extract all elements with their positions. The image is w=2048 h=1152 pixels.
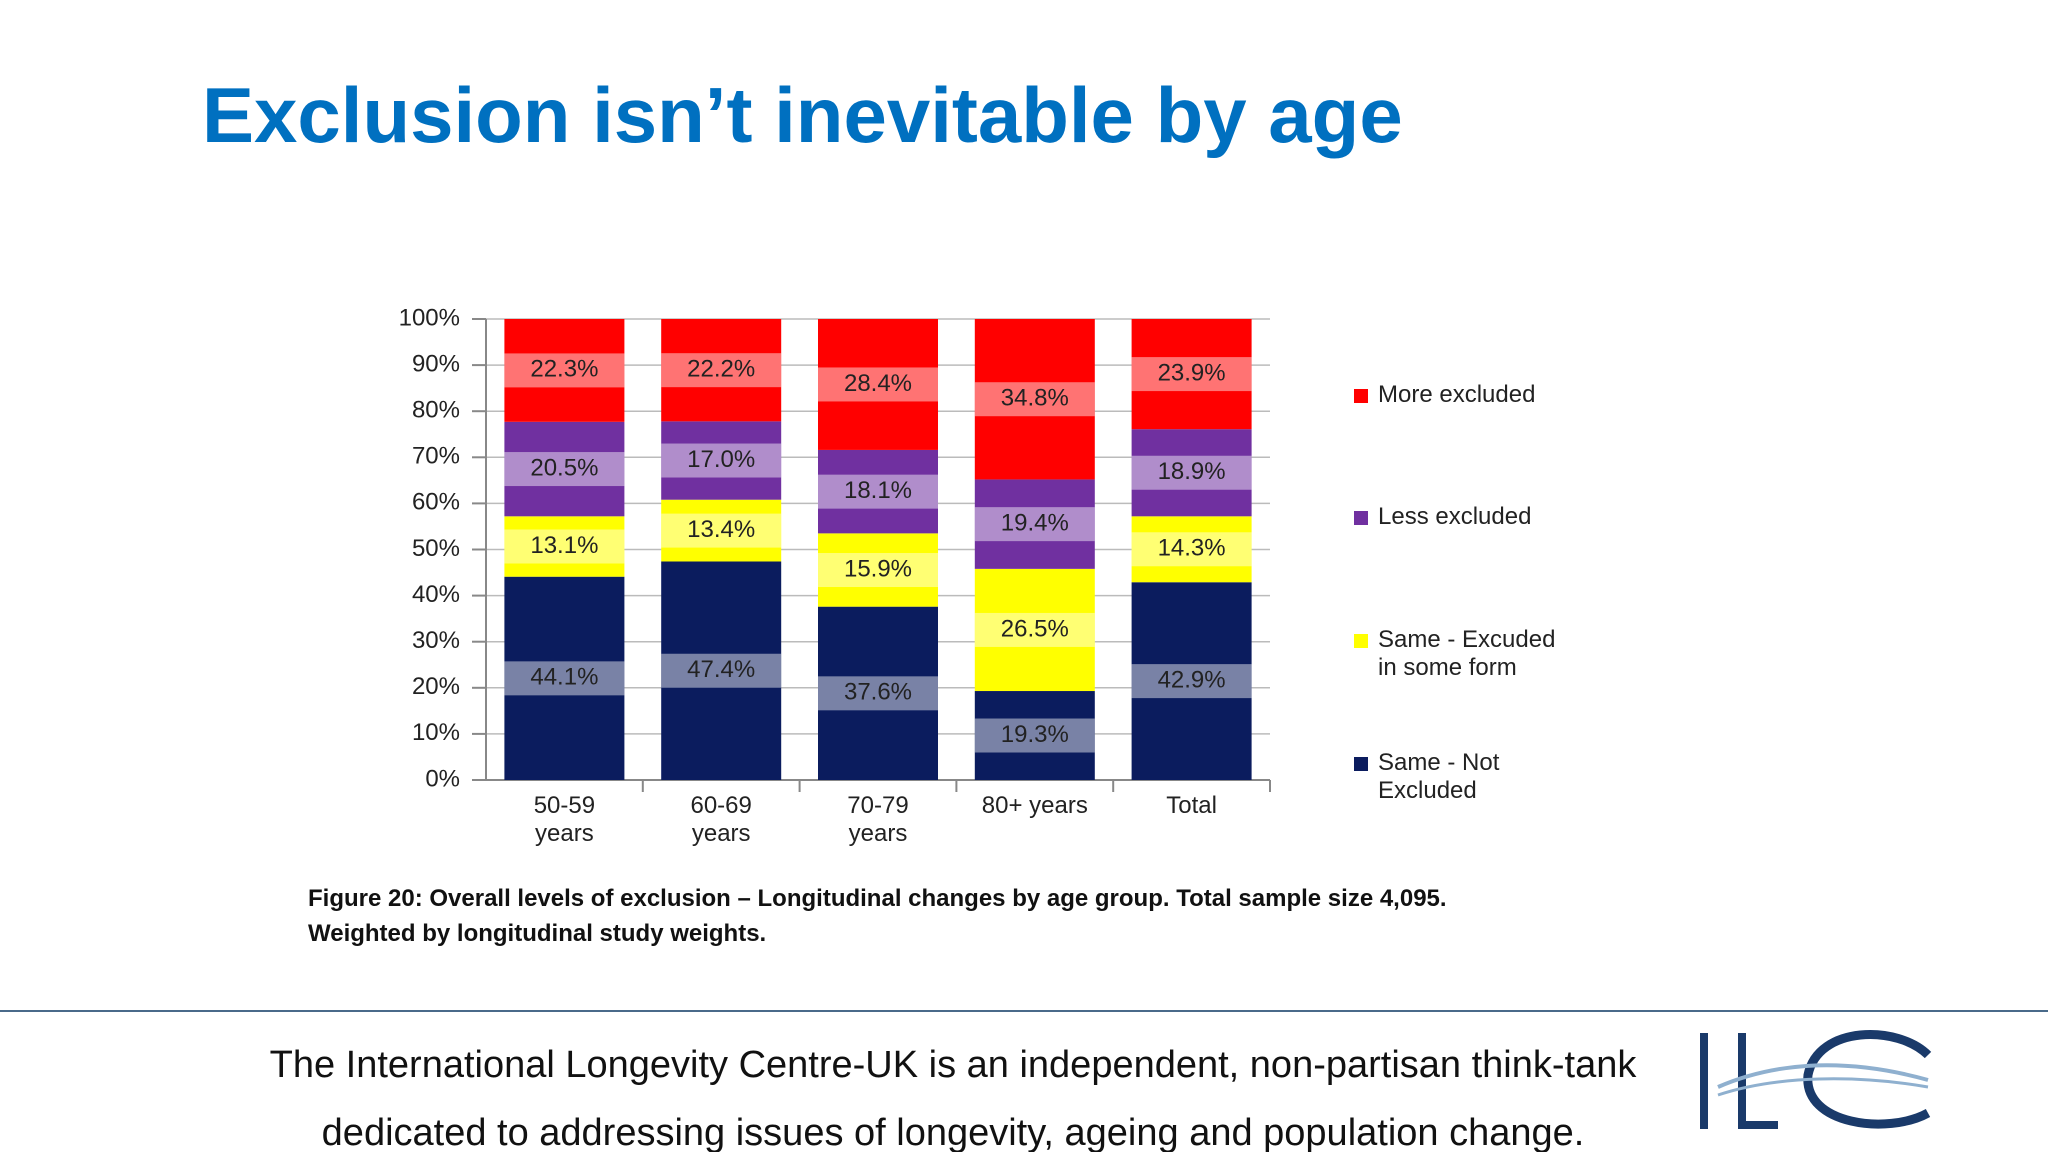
legend-label: Less excluded — [1378, 503, 1532, 530]
bar-segment — [974, 691, 1095, 780]
label-box — [661, 653, 782, 688]
data-label: 42.9% — [1158, 666, 1226, 693]
data-label: 37.6% — [844, 679, 912, 706]
footer-line: The International Longevity Centre-UK is… — [269, 1044, 1637, 1086]
data-label: 18.9% — [1158, 458, 1226, 485]
bar-segment — [504, 319, 625, 422]
legend-label: Same - Excuded in some form — [1378, 626, 1556, 681]
label-box — [1131, 664, 1252, 699]
label-box — [504, 661, 625, 696]
label-box — [974, 382, 1095, 417]
x-tick-label: 70-79 years — [847, 792, 909, 847]
y-tick-label: 40% — [412, 581, 460, 608]
data-label: 19.4% — [1001, 509, 1069, 536]
x-tick-label: 80+ years — [981, 792, 1088, 819]
bar-segment — [974, 319, 1095, 480]
data-label: 26.5% — [1001, 615, 1069, 642]
bar-segment — [818, 533, 938, 607]
bar-segment — [504, 421, 625, 517]
y-tick-label: 50% — [412, 535, 460, 562]
data-label: 17.0% — [687, 446, 755, 473]
label-box — [504, 452, 625, 487]
y-tick-label: 20% — [412, 673, 460, 700]
y-tick-label: 80% — [412, 397, 460, 424]
bar-segment — [974, 568, 1095, 692]
x-tick-label: 50-59 years — [533, 792, 596, 847]
x-tick-label: Total — [1166, 792, 1217, 819]
bar-segment — [504, 516, 625, 577]
label-box — [504, 529, 625, 564]
caption-line: Figure 20: Overall levels of exclusion –… — [308, 885, 1447, 912]
bar-segment — [661, 499, 782, 562]
bar-segment — [1131, 319, 1252, 430]
label-box — [974, 612, 1095, 647]
legend-swatch — [1354, 634, 1368, 648]
legend-label: More excluded — [1378, 381, 1536, 408]
y-tick-label: 10% — [412, 719, 460, 746]
label-box — [818, 676, 938, 711]
footer-line: dedicated to addressing issues of longev… — [321, 1112, 1585, 1152]
legend-swatch — [1354, 757, 1368, 771]
data-label: 15.9% — [844, 555, 912, 582]
bar-segment — [1131, 429, 1252, 517]
logo — [1700, 1030, 1932, 1129]
data-label: 19.3% — [1001, 721, 1069, 748]
data-label: 34.8% — [1001, 385, 1069, 412]
y-tick-label: 90% — [412, 350, 460, 377]
legend-swatch — [1354, 511, 1368, 525]
bar-segment — [974, 479, 1095, 569]
data-label: 20.5% — [530, 454, 598, 481]
x-tick-label: 60-69 years — [690, 792, 752, 847]
label-box — [661, 443, 782, 478]
bar-segment — [1131, 582, 1252, 780]
y-tick-label: 0% — [425, 765, 460, 792]
bar-segment — [661, 421, 782, 500]
bar-segment — [1131, 516, 1252, 583]
y-tick-label: 70% — [412, 443, 460, 470]
label-box — [661, 353, 782, 388]
y-tick-label: 30% — [412, 627, 460, 654]
bar-segment — [504, 576, 625, 780]
data-label: 44.1% — [530, 664, 598, 691]
data-label: 13.1% — [530, 532, 598, 559]
bar-segment — [818, 449, 938, 534]
data-label: 47.4% — [687, 656, 755, 683]
bar-segment — [818, 606, 938, 780]
label-box — [661, 513, 782, 548]
label-box — [818, 367, 938, 402]
bar-segment — [661, 319, 782, 422]
label-box — [1131, 532, 1252, 567]
bar-segment — [661, 561, 782, 780]
separator — [0, 1010, 2048, 1012]
label-box — [504, 353, 625, 388]
label-box — [818, 474, 938, 509]
label-box — [974, 507, 1095, 542]
label-box — [1131, 357, 1252, 392]
slide-title: Exclusion isn’t inevitable by age — [202, 71, 1403, 159]
y-tick-label: 60% — [412, 489, 460, 516]
legend-swatch — [1354, 389, 1368, 403]
caption-line: Weighted by longitudinal study weights. — [308, 920, 767, 947]
data-label: 22.3% — [530, 356, 598, 383]
data-label: 23.9% — [1158, 359, 1226, 386]
label-box — [974, 718, 1095, 753]
legend-label: Same - Not Excluded — [1378, 749, 1500, 804]
label-box — [818, 553, 938, 588]
data-label: 18.1% — [844, 477, 912, 504]
data-label: 22.2% — [687, 356, 755, 383]
bar-segment — [818, 319, 938, 450]
y-tick-label: 100% — [399, 304, 460, 331]
data-label: 14.3% — [1158, 535, 1226, 562]
label-box — [1131, 455, 1252, 490]
data-label: 13.4% — [687, 516, 755, 543]
data-label: 28.4% — [844, 370, 912, 397]
